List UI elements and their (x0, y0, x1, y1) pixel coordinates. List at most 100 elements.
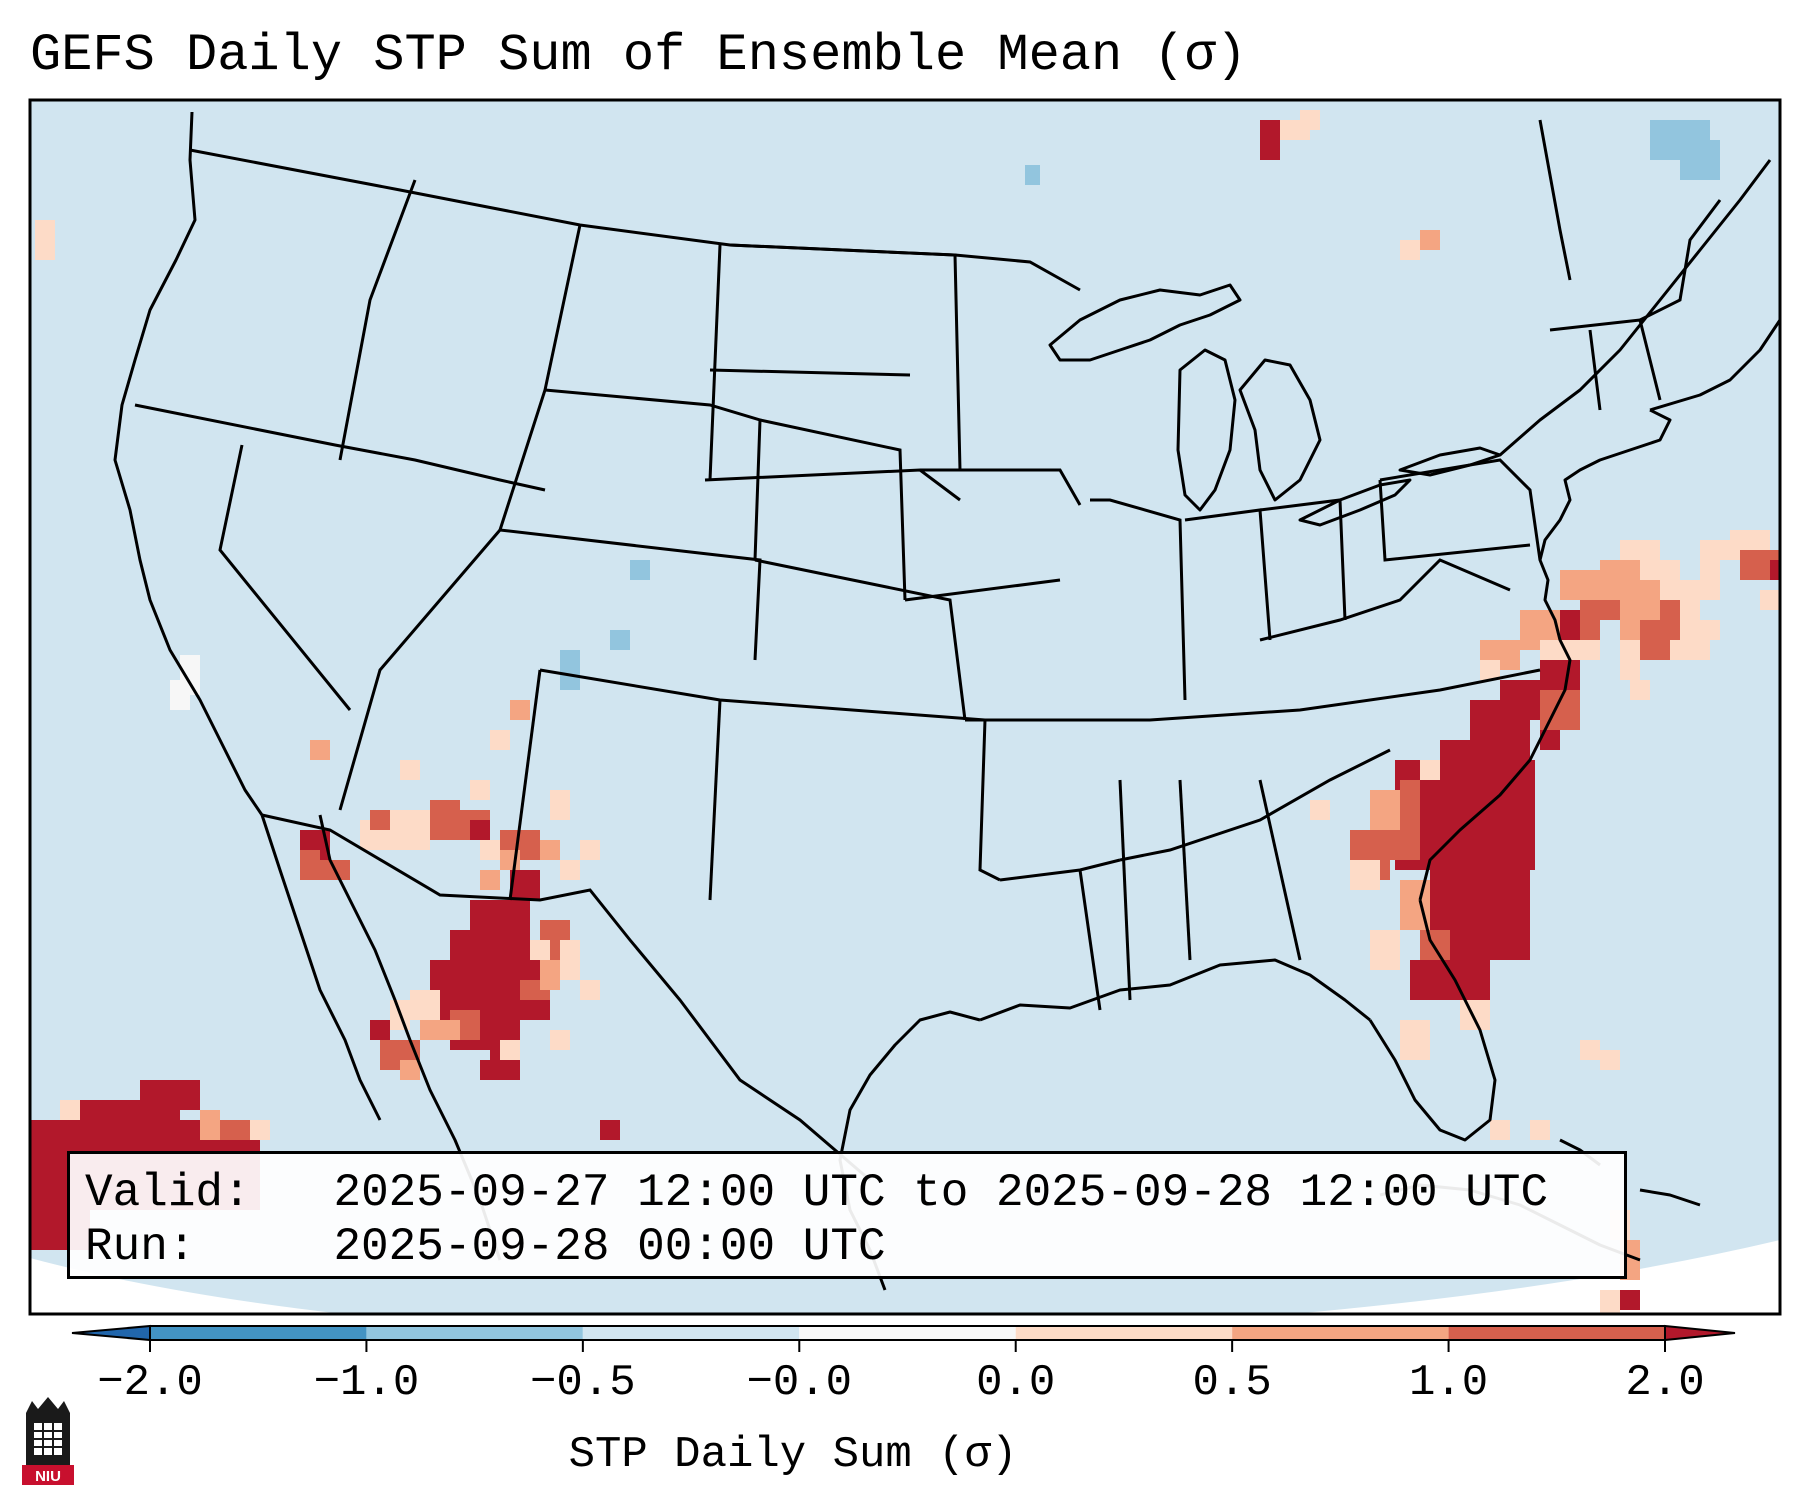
stp-anomaly-cell (1480, 660, 1500, 680)
stp-anomaly-cell (1400, 1020, 1430, 1060)
stp-anomaly-cell (1620, 540, 1660, 560)
stp-anomaly-cell (530, 940, 550, 960)
stp-anomaly-cell (1420, 930, 1450, 960)
run-label: Run: (85, 1221, 196, 1273)
stp-anomaly-cell (1770, 560, 1780, 580)
stp-anomaly-cell (520, 1000, 550, 1020)
stp-anomaly-cell (1260, 120, 1280, 160)
stp-anomaly-cell (1560, 640, 1600, 660)
stp-anomaly-cell (490, 730, 510, 750)
stp-anomaly-cell (540, 840, 560, 860)
stp-anomaly-cell (250, 1120, 270, 1140)
stp-anomaly-cell (1600, 1050, 1620, 1070)
stp-anomaly-cell (1540, 640, 1560, 660)
niu-logo: NIU (22, 1397, 74, 1485)
stp-anomaly-cell (560, 960, 580, 980)
stp-anomaly-cell (550, 790, 570, 820)
stp-anomaly-cell (1640, 560, 1660, 580)
run-time-line: Run: 2025-09-28 00:00 UTC (85, 1220, 886, 1274)
stp-anomaly-cell (370, 1020, 390, 1040)
colorbar-tick-label: 1.0 (1408, 1358, 1489, 1408)
stp-anomaly-cell (1300, 110, 1320, 130)
stp-anomaly-cell (630, 560, 650, 580)
stp-anomaly-cell (1580, 600, 1620, 620)
colorbar-extend-low (71, 1324, 151, 1342)
stp-anomaly-cell (140, 1080, 200, 1110)
colorbar-bin (799, 1326, 1016, 1340)
niu-logo-band (22, 1465, 74, 1485)
colorbar-bin (1015, 1326, 1233, 1340)
stp-anomaly-cell (35, 220, 55, 260)
stp-anomaly-cells (30, 110, 1780, 1314)
stp-anomaly-cell (480, 870, 500, 890)
stp-anomaly-cell (1760, 590, 1780, 610)
stp-anomaly-cell (510, 870, 540, 900)
political-borders (134, 119, 1722, 1182)
run-value: 2025-09-28 00:00 UTC (333, 1221, 886, 1273)
colorbar-tick-label: 2.0 (1625, 1358, 1705, 1408)
colorbar-tick-label: −0.5 (530, 1358, 636, 1408)
colorbar-tick-label: −2.0 (97, 1358, 203, 1408)
colorbar-bin (1232, 1326, 1449, 1340)
stp-anomaly-cell (1580, 1040, 1600, 1060)
stp-anomaly-cell (420, 1020, 460, 1040)
colorbar-tick-label: −1.0 (313, 1358, 420, 1408)
run-info-box: Valid: 2025-09-27 12:00 UTC to 2025-09-2… (67, 1151, 1627, 1279)
stp-anomaly-cell (480, 840, 500, 860)
stp-anomaly-cell (300, 850, 320, 880)
valid-time-line: Valid: 2025-09-27 12:00 UTC to 2025-09-2… (85, 1166, 1548, 1220)
stp-anomaly-cell (580, 840, 600, 860)
stp-anomaly-cell (510, 700, 530, 720)
niu-logo-text: NIU (35, 1468, 61, 1485)
stp-anomaly-cell (1680, 620, 1720, 640)
stp-anomaly-cell (470, 900, 530, 940)
stp-anomaly-cell (370, 810, 390, 830)
stp-anomaly-cell (1700, 560, 1720, 600)
stp-anomaly-cell (470, 780, 490, 800)
stp-anomaly-cell (1540, 690, 1580, 730)
stp-anomaly-cell (1670, 640, 1710, 660)
colorbar (71, 1324, 1736, 1352)
valid-label: Valid: (85, 1167, 251, 1219)
stp-anomaly-cell (220, 1120, 250, 1140)
colorbar-tick-label: −0.0 (746, 1358, 853, 1408)
chart-title: GEFS Daily STP Sum of Ensemble Mean (σ) (30, 26, 1247, 85)
niu-logo-grid-icon (34, 1423, 62, 1455)
stp-anomaly-cell (1620, 1290, 1640, 1310)
colorbar-bin (366, 1326, 583, 1340)
stp-anomaly-cell (1620, 640, 1640, 680)
stp-anomaly-cell (1680, 140, 1720, 180)
stp-anomaly-cell (1350, 860, 1380, 890)
stp-anomaly-cell (200, 1110, 220, 1140)
stp-anomaly-cell (1460, 1000, 1490, 1030)
stp-anomaly-cell (1530, 1120, 1550, 1140)
stp-anomaly-cell (1370, 790, 1400, 830)
stp-anomaly-cell (1730, 530, 1770, 550)
colorbar-tick-label: 0.0 (976, 1358, 1056, 1408)
stp-anomaly-cell (400, 1060, 420, 1080)
stp-anomaly-cell (560, 650, 580, 690)
stp-anomaly-cell (1660, 580, 1700, 600)
stp-anomaly-cell (560, 940, 580, 960)
colorbar-tick-label: 0.5 (1192, 1358, 1272, 1408)
stp-anomaly-cell (1540, 730, 1560, 750)
stp-anomaly-cell (410, 990, 440, 1020)
stp-anomaly-cell (500, 1040, 520, 1060)
stp-anomaly-cell (610, 630, 630, 650)
stp-anomaly-cell (60, 1100, 80, 1120)
stp-anomaly-cell (170, 680, 190, 710)
stp-anomaly-cell (1310, 800, 1330, 820)
stp-anomaly-cell (1025, 165, 1040, 185)
colorbar-frame (149, 1325, 1666, 1341)
map-frame (28, 98, 1782, 1316)
stp-anomaly-cell (550, 1030, 570, 1050)
stp-anomaly-cell (400, 760, 420, 780)
stp-anomaly-cell (1410, 980, 1430, 1000)
stp-anomaly-cell (1600, 1290, 1620, 1314)
stp-anomaly-cell (1630, 680, 1650, 700)
stp-anomaly-cell (1420, 760, 1440, 780)
stp-anomaly-cell (1370, 930, 1400, 970)
stp-anomaly-cell (1420, 230, 1440, 250)
colorbar-bin (150, 1326, 367, 1340)
